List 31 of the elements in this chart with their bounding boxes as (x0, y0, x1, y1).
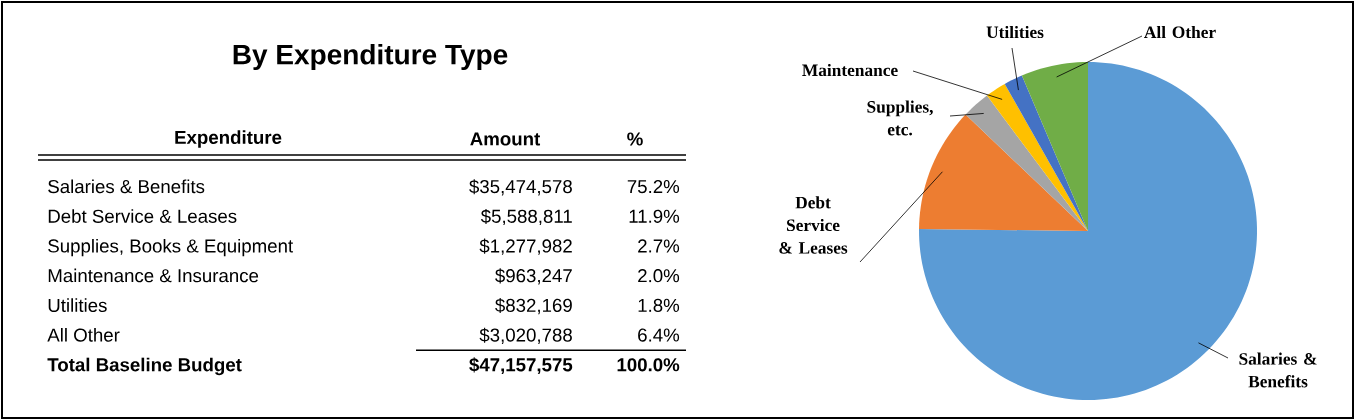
text: All Other (47, 327, 120, 342)
text: $35,474,578 (469, 179, 572, 196)
slice-label: All Other (1144, 25, 1216, 39)
text: $1,277,982 (479, 238, 572, 255)
text: Maintenance & Insurance (48, 268, 259, 283)
text: Expenditure (175, 130, 282, 148)
text: Amount (470, 132, 541, 146)
text: Debt Service & Leases (48, 209, 237, 223)
text: 100.0% (617, 358, 680, 372)
text: By Expenditure Type (233, 43, 508, 71)
text: Supplies, Books & Equipment (48, 238, 294, 257)
text: $963,247 (495, 268, 572, 285)
slice-label: Maintenance (802, 63, 898, 77)
text: Salaries & Benefits (48, 179, 205, 194)
slice-label: Utilities (986, 25, 1044, 39)
text: % (627, 132, 643, 146)
text: 75.2% (627, 179, 680, 194)
text: Total Baseline Budget (47, 357, 242, 376)
text: 11.9% (629, 209, 680, 223)
text: $832,169 (495, 297, 572, 315)
text: Utilities (48, 298, 107, 312)
text: $3,020,788 (479, 327, 572, 344)
text: 1.8% (638, 298, 680, 312)
text: 2.0% (638, 269, 680, 283)
text: $47,157,575 (469, 357, 573, 375)
text: $5,588,811 (480, 208, 572, 226)
text: 6.4% (638, 328, 680, 342)
text: 2.7% (638, 239, 680, 253)
slice-label: Salaries & Benefits (1239, 352, 1317, 388)
slice-label: Supplies, etc. (867, 100, 933, 136)
slice-label: Debt Service & Leases (779, 196, 848, 254)
